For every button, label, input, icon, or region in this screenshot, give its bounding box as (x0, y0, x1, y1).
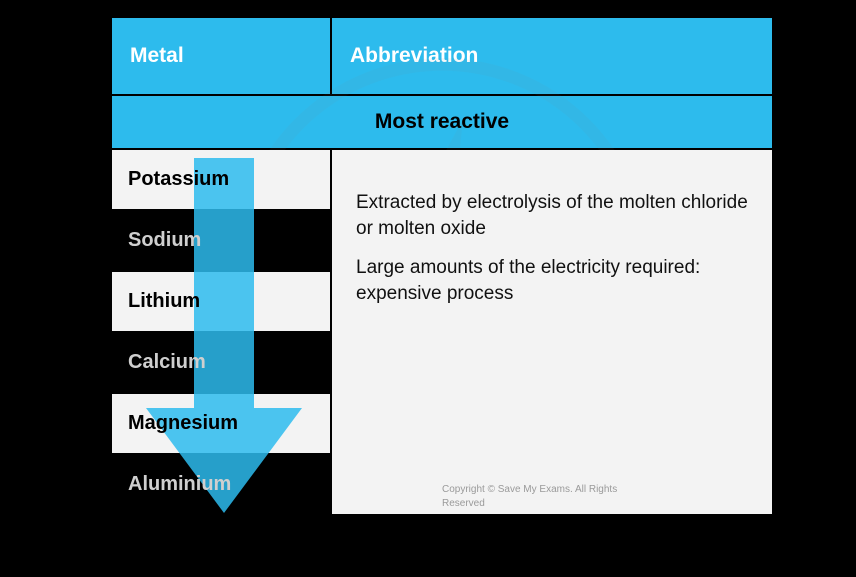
metal-lithium: Lithium (112, 272, 330, 333)
description-line-2: Large amounts of the electricity require… (356, 255, 748, 306)
most-reactive-banner: Most reactive (112, 96, 772, 150)
header-metal: Metal (112, 18, 332, 94)
metals-column: Potassium Sodium Lithium Calcium Magnesi… (112, 150, 332, 514)
description-line-1: Extracted by electrolysis of the molten … (356, 190, 748, 241)
metal-sodium: Sodium (112, 211, 330, 272)
banner-text: Most reactive (375, 110, 509, 134)
metal-potassium: Potassium (112, 150, 330, 211)
header-abbreviation: Abbreviation (332, 18, 772, 94)
metal-aluminium: Aluminium (112, 455, 330, 514)
copyright-text: Copyright © Save My Exams. All Rights Re… (442, 483, 662, 510)
metal-calcium: Calcium (112, 333, 330, 394)
metal-magnesium: Magnesium (112, 394, 330, 455)
table-header-row: Metal Abbreviation (112, 18, 772, 96)
extraction-description: Extracted by electrolysis of the molten … (332, 150, 772, 514)
table-body: Potassium Sodium Lithium Calcium Magnesi… (112, 150, 772, 514)
reactivity-table: Metal Abbreviation Most reactive Potassi… (112, 18, 772, 514)
